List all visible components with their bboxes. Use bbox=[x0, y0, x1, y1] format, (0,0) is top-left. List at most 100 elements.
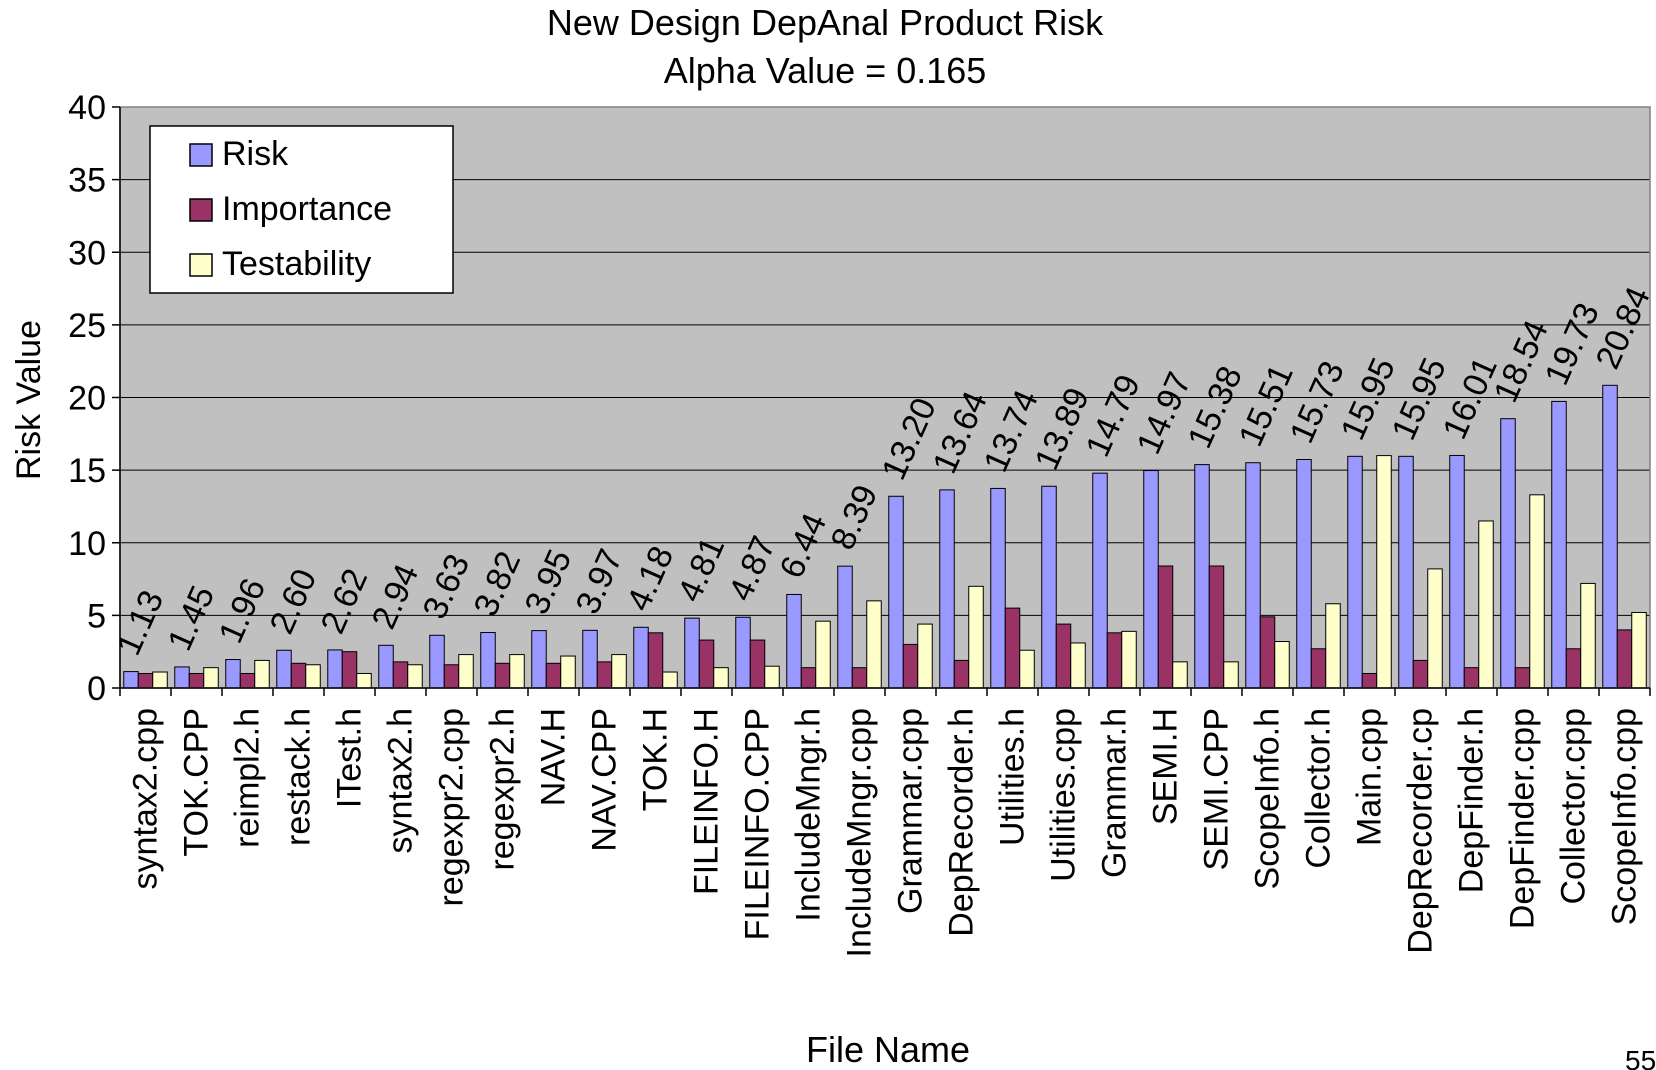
bar-testability-11 bbox=[713, 667, 729, 689]
bar-importance-13 bbox=[800, 667, 817, 689]
bar-risk-17 bbox=[990, 487, 1006, 689]
bar-importance-27 bbox=[1514, 667, 1531, 689]
bar-importance-15 bbox=[902, 643, 919, 689]
x-tick-label: Utilities.cpp bbox=[1045, 708, 1083, 882]
x-tick-label: regexpr2.h bbox=[484, 708, 522, 871]
bar-risk-6 bbox=[429, 634, 445, 689]
chart-title: New Design DepAnal Product Risk bbox=[547, 2, 1104, 43]
x-tick-label: FILEINFO.H bbox=[688, 708, 726, 895]
bar-importance-14 bbox=[851, 667, 868, 689]
x-tick-label: DepFinder.cpp bbox=[1504, 708, 1542, 929]
bar-testability-6 bbox=[458, 654, 474, 689]
bar-testability-26 bbox=[1478, 520, 1494, 689]
y-tick-label: 20 bbox=[68, 380, 106, 418]
bar-risk-25 bbox=[1398, 455, 1414, 689]
x-tick-label: Utilities.h bbox=[994, 708, 1032, 846]
x-tick-label: FILEINFO.CPP bbox=[739, 708, 777, 940]
bar-risk-22 bbox=[1245, 462, 1261, 689]
x-tick-label: IncludeMngr.h bbox=[790, 708, 828, 922]
bar-risk-21 bbox=[1194, 464, 1210, 689]
x-tick-label: restack.h bbox=[280, 708, 318, 846]
x-tick-label: DepRecorder.h bbox=[943, 708, 981, 937]
bars bbox=[123, 384, 1647, 689]
x-tick-label: Collector.cpp bbox=[1555, 708, 1593, 905]
y-tick-label: 15 bbox=[68, 452, 106, 490]
bar-risk-14 bbox=[837, 565, 853, 689]
bar-risk-0 bbox=[123, 671, 139, 689]
bar-testability-7 bbox=[509, 654, 525, 689]
bar-testability-25 bbox=[1427, 568, 1443, 689]
bar-risk-7 bbox=[480, 632, 496, 689]
bar-risk-19 bbox=[1092, 472, 1108, 689]
bar-importance-23 bbox=[1310, 648, 1327, 689]
x-tick-label: Main.cpp bbox=[1351, 708, 1389, 846]
x-tick-label: Grammar.h bbox=[1096, 708, 1134, 878]
bar-importance-26 bbox=[1463, 667, 1480, 689]
bar-testability-2 bbox=[254, 659, 270, 689]
x-tick-labels: syntax2.cpp TOK.CPP reimpl2.h restack.h ITes… bbox=[127, 708, 1644, 958]
x-tick-label: Collector.h bbox=[1300, 708, 1338, 869]
bar-testability-23 bbox=[1325, 603, 1341, 689]
bar-importance-25 bbox=[1412, 659, 1429, 689]
bar-testability-15 bbox=[917, 623, 933, 689]
bar-risk-9 bbox=[582, 629, 598, 689]
legend: Risk Importance Testability bbox=[149, 125, 454, 294]
bar-importance-1 bbox=[188, 672, 205, 689]
legend-label-testability: Testability bbox=[222, 245, 371, 283]
bar-importance-7 bbox=[494, 662, 511, 689]
page-number: 55 bbox=[1625, 1045, 1656, 1070]
bar-importance-4 bbox=[341, 651, 358, 689]
x-tick-label: ScopeInfo.h bbox=[1249, 708, 1287, 889]
x-tick-label: DepFinder.h bbox=[1453, 708, 1491, 893]
legend-swatch-risk bbox=[189, 143, 213, 167]
y-tick-label: 35 bbox=[68, 162, 106, 200]
bar-risk-23 bbox=[1296, 459, 1312, 689]
bar-testability-19 bbox=[1121, 630, 1137, 689]
bar-risk-4 bbox=[327, 649, 343, 689]
bar-testability-18 bbox=[1070, 642, 1086, 689]
bar-importance-10 bbox=[647, 632, 664, 689]
x-axis bbox=[119, 687, 1651, 696]
bar-testability-16 bbox=[968, 585, 984, 689]
x-tick-label: reimpl2.h bbox=[229, 708, 267, 848]
bar-testability-14 bbox=[866, 600, 882, 689]
y-axis-label: Risk Value bbox=[10, 320, 48, 480]
bar-importance-19 bbox=[1106, 632, 1123, 689]
bar-risk-3 bbox=[276, 649, 292, 689]
bar-risk-26 bbox=[1449, 454, 1465, 689]
bar-testability-24 bbox=[1376, 455, 1392, 689]
bar-risk-18 bbox=[1041, 485, 1057, 689]
x-tick-label: DepRecorder.cp bbox=[1402, 708, 1440, 954]
bar-risk-10 bbox=[633, 626, 649, 689]
bar-importance-9 bbox=[596, 661, 613, 689]
x-tick-label: ScopeInfo.cpp bbox=[1606, 708, 1644, 925]
chart-subtitle: Alpha Value = 0.165 bbox=[664, 50, 987, 91]
bar-importance-20 bbox=[1157, 565, 1174, 689]
x-tick-label: SEMI.CPP bbox=[1198, 708, 1236, 870]
bar-testability-9 bbox=[611, 654, 627, 689]
x-tick-label: IncludeMngr.cpp bbox=[841, 708, 879, 958]
bar-risk-24 bbox=[1347, 455, 1363, 689]
bar-risk-12 bbox=[735, 616, 751, 689]
bar-testability-10 bbox=[662, 671, 678, 689]
bar-importance-21 bbox=[1208, 565, 1225, 689]
bar-importance-17 bbox=[1004, 607, 1021, 689]
bar-testability-17 bbox=[1019, 649, 1035, 689]
x-tick-label: NAV.CPP bbox=[586, 708, 624, 852]
bar-risk-1 bbox=[174, 666, 190, 689]
bar-risk-16 bbox=[939, 489, 955, 689]
bar-importance-29 bbox=[1616, 629, 1633, 689]
bar-importance-5 bbox=[392, 661, 409, 689]
bar-risk-11 bbox=[684, 617, 700, 689]
bar-risk-13 bbox=[786, 593, 802, 689]
bar-testability-3 bbox=[305, 664, 321, 689]
bar-importance-18 bbox=[1055, 623, 1072, 689]
y-tick-label: 40 bbox=[68, 89, 106, 127]
bar-importance-0 bbox=[137, 672, 154, 689]
bar-importance-12 bbox=[749, 639, 766, 689]
legend-label-importance: Importance bbox=[222, 190, 392, 228]
bar-importance-24 bbox=[1361, 672, 1378, 689]
bar-testability-27 bbox=[1529, 494, 1545, 689]
y-tick-label: 10 bbox=[68, 525, 106, 563]
